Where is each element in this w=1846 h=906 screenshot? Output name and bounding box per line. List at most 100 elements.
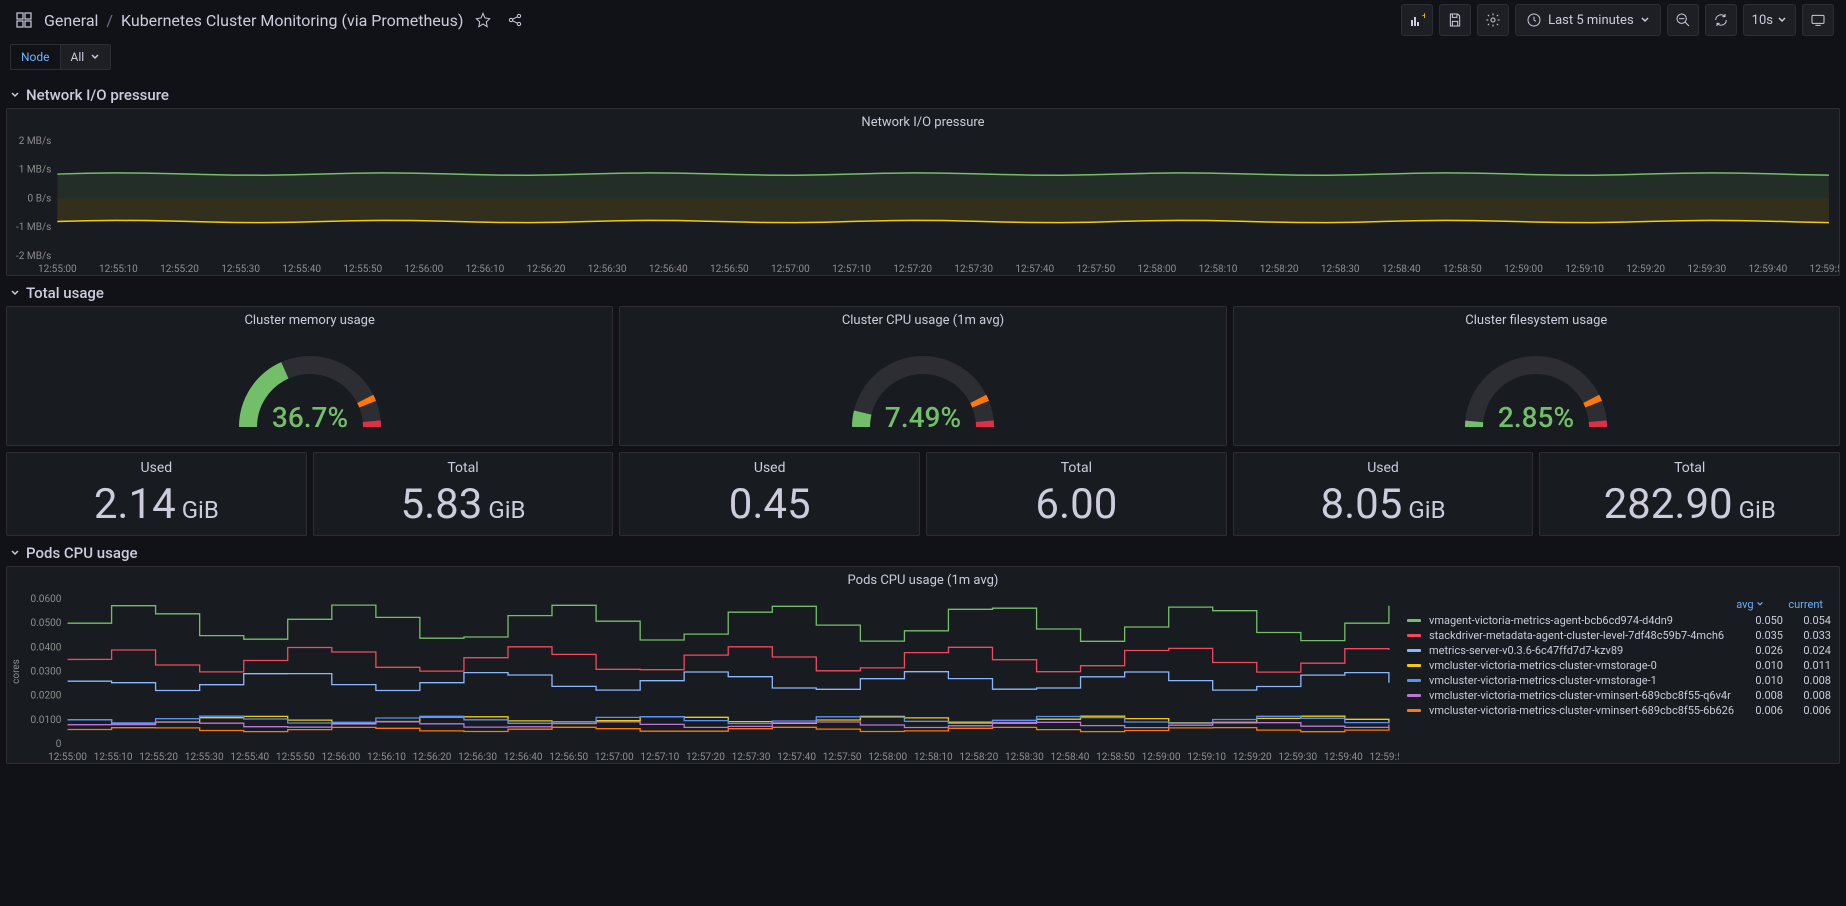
svg-text:12:56:40: 12:56:40	[504, 752, 543, 763]
svg-text:2 MB/s: 2 MB/s	[19, 136, 52, 147]
svg-text:0.0500: 0.0500	[30, 618, 61, 629]
legend-cur: 0.033	[1791, 629, 1831, 642]
chevron-down-icon	[90, 52, 100, 62]
svg-text:12:59:00: 12:59:00	[1504, 264, 1543, 275]
svg-text:12:58:40: 12:58:40	[1051, 752, 1090, 763]
legend-cur: 0.008	[1791, 674, 1831, 687]
svg-text:12:55:30: 12:55:30	[221, 264, 260, 275]
svg-text:12:55:00: 12:55:00	[38, 264, 77, 275]
panel-title-memory-gauge: Cluster memory usage	[7, 307, 612, 334]
gauge-cpu[interactable]: 7.49%	[620, 334, 1225, 445]
svg-text:12:55:20: 12:55:20	[139, 752, 178, 763]
svg-text:12:55:10: 12:55:10	[99, 264, 138, 275]
save-button[interactable]	[1439, 4, 1471, 36]
tv-mode-button[interactable]	[1802, 4, 1834, 36]
svg-text:0 B/s: 0 B/s	[28, 194, 52, 205]
svg-text:12:58:30: 12:58:30	[1321, 264, 1360, 275]
svg-text:12:57:50: 12:57:50	[1076, 264, 1115, 275]
row-header-network[interactable]: Network I/O pressure	[0, 78, 1846, 108]
settings-button[interactable]	[1477, 4, 1509, 36]
svg-text:12:56:50: 12:56:50	[710, 264, 749, 275]
legend-cur: 0.008	[1791, 689, 1831, 702]
svg-text:12:55:40: 12:55:40	[282, 264, 321, 275]
svg-text:12:55:30: 12:55:30	[185, 752, 224, 763]
svg-text:12:57:10: 12:57:10	[640, 752, 679, 763]
svg-text:12:59:20: 12:59:20	[1626, 264, 1665, 275]
row-header-pods[interactable]: Pods CPU usage	[0, 536, 1846, 566]
pods-chart[interactable]: 0.06000.05000.04000.03000.02000.01000cor…	[7, 594, 1399, 764]
svg-text:12:58:40: 12:58:40	[1382, 264, 1421, 275]
svg-text:12:58:10: 12:58:10	[1199, 264, 1238, 275]
svg-text:12:59:40: 12:59:40	[1324, 752, 1363, 763]
svg-text:12:55:10: 12:55:10	[94, 752, 133, 763]
stat-cpu-total[interactable]: Total6.00	[927, 453, 1226, 535]
svg-text:-2 MB/s: -2 MB/s	[16, 251, 51, 262]
svg-text:12:56:40: 12:56:40	[649, 264, 688, 275]
apps-icon[interactable]	[12, 4, 36, 36]
svg-text:0.0400: 0.0400	[30, 642, 61, 653]
svg-text:12:57:00: 12:57:00	[771, 264, 810, 275]
legend-row[interactable]: vmagent-victoria-metrics-agent-bcb6cd974…	[1407, 613, 1831, 628]
svg-text:12:55:20: 12:55:20	[160, 264, 199, 275]
legend-head-current[interactable]: current	[1788, 598, 1823, 611]
svg-text:12:56:00: 12:56:00	[404, 264, 443, 275]
svg-text:12:59:50: 12:59:50	[1810, 264, 1839, 275]
variable-node-value[interactable]: All	[61, 44, 112, 70]
page-title: Kubernetes Cluster Monitoring (via Prome…	[121, 11, 463, 30]
chevron-down-icon	[10, 90, 20, 100]
time-picker[interactable]: Last 5 minutes	[1515, 4, 1661, 36]
legend-row[interactable]: vmcluster-victoria-metrics-cluster-vmins…	[1407, 688, 1831, 703]
stat-fs-used[interactable]: Used8.05GiB	[1234, 453, 1533, 535]
legend-swatch	[1407, 694, 1421, 697]
refresh-rate-label: 10s	[1752, 13, 1773, 28]
legend-swatch	[1407, 634, 1421, 637]
chevron-down-icon	[10, 288, 20, 298]
svg-text:12:59:10: 12:59:10	[1187, 752, 1226, 763]
svg-text:-1 MB/s: -1 MB/s	[16, 222, 51, 233]
legend-swatch	[1407, 649, 1421, 652]
svg-text:12:57:40: 12:57:40	[777, 752, 816, 763]
row-header-total[interactable]: Total usage	[0, 276, 1846, 306]
svg-text:2.85%: 2.85%	[1498, 401, 1574, 432]
legend-avg: 0.008	[1743, 689, 1783, 702]
breadcrumb: General / Kubernetes Cluster Monitoring …	[44, 11, 463, 30]
clock-icon	[1526, 12, 1542, 28]
share-icon[interactable]	[503, 4, 527, 36]
legend-row[interactable]: metrics-server-v0.3.6-6c47ffd7d7-kzv89 0…	[1407, 643, 1831, 658]
stat-fs-total[interactable]: Total282.90GiB	[1540, 453, 1839, 535]
zoom-out-button[interactable]	[1667, 4, 1699, 36]
breadcrumb-home[interactable]: General	[44, 11, 98, 30]
svg-text:12:58:00: 12:58:00	[868, 752, 907, 763]
svg-text:12:58:20: 12:58:20	[1260, 264, 1299, 275]
svg-text:12:56:20: 12:56:20	[413, 752, 452, 763]
legend-swatch	[1407, 679, 1421, 682]
breadcrumb-sep: /	[106, 11, 113, 30]
legend-name: vmcluster-victoria-metrics-cluster-vmsto…	[1429, 659, 1735, 672]
svg-text:12:58:50: 12:58:50	[1096, 752, 1135, 763]
legend-row[interactable]: vmcluster-victoria-metrics-cluster-vmsto…	[1407, 673, 1831, 688]
network-chart[interactable]: 2 MB/s1 MB/s0 B/s-1 MB/s-2 MB/s12:55:001…	[7, 136, 1839, 276]
add-panel-button[interactable]: +	[1401, 4, 1433, 36]
star-icon[interactable]	[471, 4, 495, 36]
svg-text:0: 0	[56, 739, 62, 750]
legend-head-avg[interactable]: avg	[1736, 598, 1764, 611]
gauge-memory[interactable]: 36.7%	[7, 334, 612, 445]
svg-text:12:59:10: 12:59:10	[1565, 264, 1604, 275]
legend-row[interactable]: vmcluster-victoria-metrics-cluster-vmsto…	[1407, 658, 1831, 673]
legend-row[interactable]: vmcluster-victoria-metrics-cluster-vmins…	[1407, 703, 1831, 718]
svg-text:12:57:20: 12:57:20	[686, 752, 725, 763]
stat-cpu-used[interactable]: Used0.45	[620, 453, 919, 535]
legend-name: vmagent-victoria-metrics-agent-bcb6cd974…	[1429, 614, 1735, 627]
svg-text:12:57:50: 12:57:50	[823, 752, 862, 763]
svg-text:12:58:10: 12:58:10	[914, 752, 953, 763]
stat-mem-total[interactable]: Total5.83GiB	[314, 453, 613, 535]
gauge-fs[interactable]: 2.85%	[1234, 334, 1839, 445]
legend-row[interactable]: stackdriver-metadata-agent-cluster-level…	[1407, 628, 1831, 643]
stat-mem-used[interactable]: Used2.14GiB	[7, 453, 306, 535]
refresh-button[interactable]	[1705, 4, 1737, 36]
svg-text:0.0200: 0.0200	[30, 691, 61, 702]
svg-text:0.0300: 0.0300	[30, 667, 61, 678]
refresh-rate-picker[interactable]: 10s	[1743, 4, 1796, 36]
svg-text:12:57:40: 12:57:40	[1015, 264, 1054, 275]
variable-node-label: Node	[10, 44, 61, 70]
